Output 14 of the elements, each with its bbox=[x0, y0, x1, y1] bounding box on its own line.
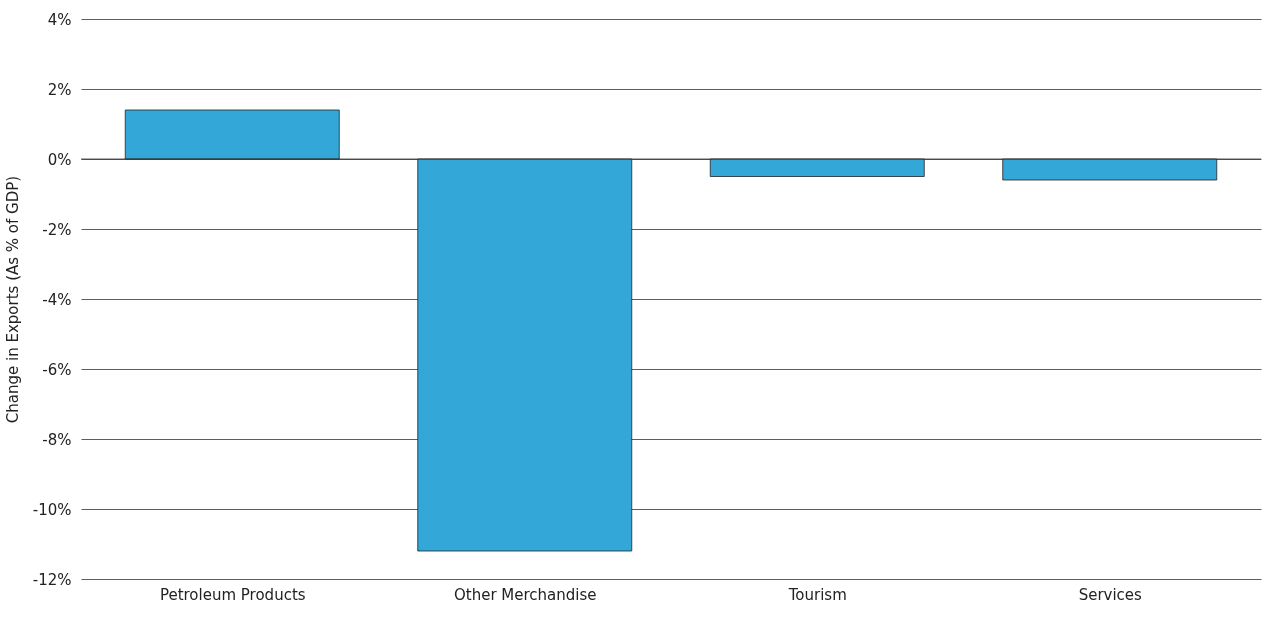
x-tick-label: Other Merchandise bbox=[453, 585, 597, 604]
y-tick-label: 2% bbox=[47, 80, 72, 99]
x-tick-label: Services bbox=[1078, 585, 1143, 604]
y-tick-label: -8% bbox=[42, 430, 72, 449]
y-axis-title: Change in Exports (As % of GDP) bbox=[3, 175, 22, 424]
y-tick-label: -4% bbox=[42, 290, 72, 309]
y-tick-label: -10% bbox=[32, 500, 72, 519]
y-tick-label: -6% bbox=[42, 360, 72, 379]
y-tick-label: 4% bbox=[47, 10, 72, 29]
y-tick-label: 0% bbox=[47, 150, 72, 169]
x-tick-label: Tourism bbox=[787, 585, 847, 604]
y-tick-label: -12% bbox=[32, 570, 72, 589]
x-tick-label: Petroleum Products bbox=[159, 585, 306, 604]
y-tick-label: -2% bbox=[42, 220, 72, 239]
